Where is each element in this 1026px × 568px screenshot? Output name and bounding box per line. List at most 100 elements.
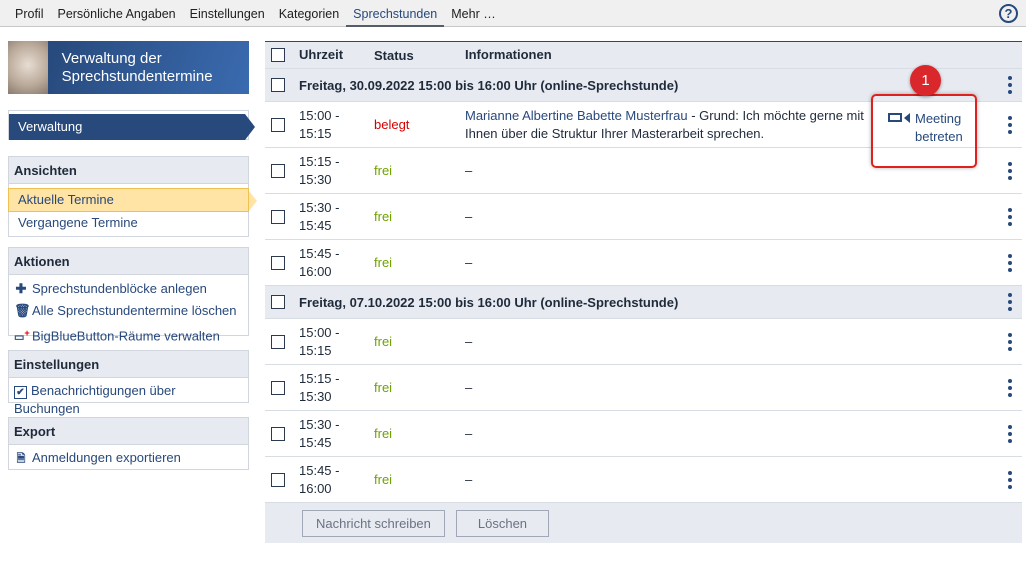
slot-information: – [465,162,875,180]
slot-status: frei [374,255,393,270]
more-options-icon[interactable] [1008,76,1012,94]
table-row: 15:30 - 15:45 frei – [265,194,1022,240]
slot-checkbox[interactable] [271,380,285,395]
slot-info: – [465,471,473,487]
table-header: Uhrzeit Status Informationen [265,41,1022,69]
export-registrations[interactable]: 🗎 Anmeldungen exportieren [9,445,248,470]
table-row: 15:00 - 15:15 belegt Marianne Albertine Ba… [265,102,1022,148]
more-options-icon[interactable] [1008,293,1012,311]
sidebar-item-verwaltung[interactable]: Verwaltung [9,114,255,140]
select-all-checkbox[interactable] [271,48,285,62]
slot-status: frei [374,380,393,395]
slot-info: – [465,208,473,224]
page-title: Verwaltung der Sprechstundentermine [61,50,213,85]
sidebar-item-vergangene-termine[interactable]: Vergangene Termine [18,215,138,230]
more-options-icon[interactable] [1008,424,1012,443]
sidebar-current: Verwaltung [8,110,255,140]
more-options-icon[interactable] [1008,332,1012,351]
action-label: Sprechstundenblöcke anlegen [32,281,207,296]
table-row: 15:15 - 15:30 frei – [265,365,1022,411]
slot-info: – [465,425,473,441]
slot-info: – [465,333,473,349]
slot-information: – [465,471,875,489]
slot-information: – [465,333,875,351]
group-title: Freitag, 30.09.2022 15:00 bis 16:00 Uhr … [299,77,679,93]
slot-time: 15:30 - 15:45 [299,199,340,233]
delete-button[interactable]: Löschen [455,509,550,537]
slot-checkbox[interactable] [271,334,285,349]
slot-checkbox[interactable] [271,472,285,487]
slot-checkbox[interactable] [271,426,285,441]
avatar [8,41,48,94]
highlight-annotation [871,94,977,168]
slot-information: – [465,254,875,272]
slot-checkbox[interactable] [271,255,285,270]
table-row: 15:45 - 16:00 frei – [265,240,1022,286]
setting-notifications[interactable]: ✔ Benachrichtigungen über Buchungen [9,378,248,420]
aktionen-heading: Aktionen [9,248,248,275]
more-options-icon[interactable] [1008,161,1012,180]
action-delete-all[interactable]: 🗑Alle Sprechstundentermine löschen [9,300,248,322]
slot-checkbox[interactable] [271,117,285,132]
video-camera-icon [888,113,902,122]
slot-time: 15:45 - 16:00 [299,245,340,279]
group-checkbox[interactable] [271,78,285,92]
sidebar-item-aktuelle-termine[interactable]: Aktuelle Termine [8,188,257,212]
tab-persönliche-angaben[interactable]: Persönliche Angaben [57,7,176,21]
export-box: Export 🗎 Anmeldungen exportieren [8,417,249,470]
page-banner: Verwaltung der Sprechstundentermine [8,41,249,94]
slot-information: – [465,379,875,397]
write-message-button[interactable]: Nachricht schreiben [302,509,445,537]
join-meeting-label: Meeting betreten [915,111,963,144]
export-heading: Export [9,418,248,445]
slot-status: frei [374,163,393,178]
col-informationen: Informationen [465,47,552,62]
top-nav: Profil Persönliche Angaben Einstellungen Ka… [0,0,1026,27]
slot-time: 15:30 - 15:45 [299,416,340,450]
tab-profil[interactable]: Profil [15,7,44,21]
einstellungen-box: Einstellungen ✔ Benachrichtigungen über B… [8,350,249,416]
slot-time: 15:00 - 15:15 [299,107,340,141]
tab-sprechstunden[interactable]: Sprechstunden [346,0,445,27]
table-row: 15:00 - 15:15 frei – [265,319,1022,365]
table-row: 15:45 - 16:00 frei – [265,457,1022,503]
more-options-icon[interactable] [1008,253,1012,272]
table-footer: Nachricht schreiben Löschen [265,503,1022,543]
slot-status: belegt [374,117,410,132]
more-options-icon[interactable] [1008,115,1012,134]
day-group-row: Freitag, 07.10.2022 15:00 bis 16:00 Uhr … [265,286,1022,319]
slot-status: frei [374,209,393,224]
slot-info: – [465,379,473,395]
tab-mehr[interactable]: Mehr … [451,7,496,21]
table-row: 15:30 - 15:45 frei – [265,411,1022,457]
action-add-blocks[interactable]: ✚ Sprechstundenblöcke anlegen [9,278,248,300]
group-checkbox[interactable] [271,295,285,309]
slot-info: – [465,162,473,178]
join-meeting-link[interactable]: Meeting betreten [888,110,995,146]
tab-kategorien[interactable]: Kategorien [278,7,340,21]
more-options-icon[interactable] [1008,470,1012,489]
tab-einstellungen[interactable]: Einstellungen [189,7,265,21]
student-name-link[interactable]: Marianne Albertine Babette Musterfrau [465,107,688,123]
help-icon[interactable]: ? [999,4,1018,23]
action-label: Alle Sprechstundentermine löschen [32,303,237,318]
trash-icon: 🗑 [14,303,31,318]
col-status: Status [374,47,414,63]
setting-label: Benachrichtigungen über Buchungen [14,383,176,416]
slot-checkbox[interactable] [271,163,285,178]
action-bbb-rooms[interactable]: ▭+ BigBlueButton-Räume verwalten [9,322,248,349]
slot-information: – [465,425,875,443]
checkbox-checked-icon: ✔ [14,386,27,399]
table-row: 15:15 - 15:30 frei – [265,148,1022,194]
appointments-table: Uhrzeit Status Informationen Freitag, 30… [265,41,1022,543]
slot-time: 15:00 - 15:15 [299,324,340,358]
action-label: BigBlueButton-Räume verwalten [32,328,220,344]
slot-info: – [465,254,473,270]
more-options-icon[interactable] [1008,207,1012,226]
slot-checkbox[interactable] [271,209,285,224]
slot-status: frei [374,334,393,349]
export-label: Anmeldungen exportieren [32,450,181,465]
slot-status: frei [374,426,393,441]
more-options-icon[interactable] [1008,378,1012,397]
export-file-icon: 🗎 [16,453,26,465]
